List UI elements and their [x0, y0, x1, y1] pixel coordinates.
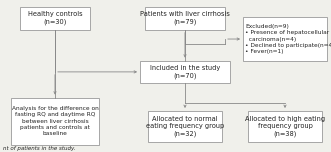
FancyBboxPatch shape: [11, 98, 99, 145]
FancyBboxPatch shape: [20, 7, 90, 30]
FancyBboxPatch shape: [145, 7, 225, 30]
Text: Allocated to normal
eating frequency group
(n=32): Allocated to normal eating frequency gro…: [146, 116, 224, 137]
FancyBboxPatch shape: [248, 111, 322, 142]
Text: Excluded(n=9)
• Presence of hepatocellular
  carcinoma(n=4)
• Declined to partic: Excluded(n=9) • Presence of hepatocellul…: [245, 24, 331, 54]
FancyBboxPatch shape: [148, 111, 222, 142]
Text: Healthy controls
(n=30): Healthy controls (n=30): [28, 12, 82, 26]
FancyBboxPatch shape: [243, 17, 327, 61]
Text: Allocated to high eating
frequency group
(n=38): Allocated to high eating frequency group…: [245, 116, 325, 137]
Text: nt of patients in the study.: nt of patients in the study.: [3, 146, 75, 151]
Text: Included in the study
(n=70): Included in the study (n=70): [150, 65, 220, 79]
Text: Patients with liver cirrhosis
(n=79): Patients with liver cirrhosis (n=79): [140, 12, 230, 26]
Text: Analysis for the difference on
fasting RQ and daytime RQ
between liver cirrhosis: Analysis for the difference on fasting R…: [12, 106, 98, 136]
FancyBboxPatch shape: [140, 61, 230, 83]
